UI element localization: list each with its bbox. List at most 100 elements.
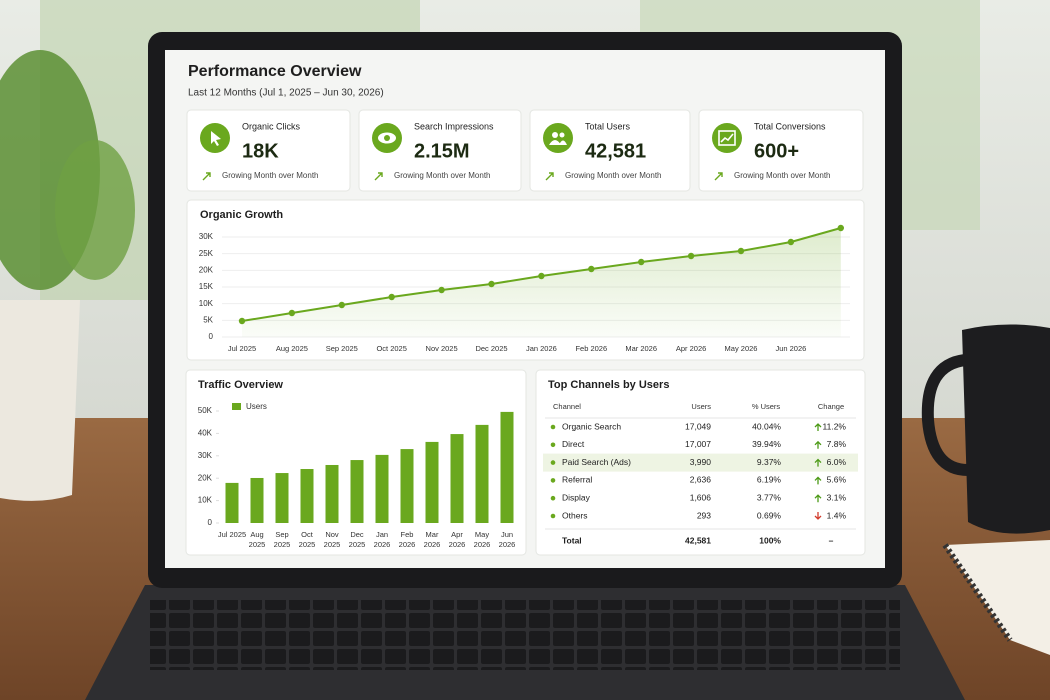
cell: Direct [562, 439, 585, 449]
bar [450, 434, 464, 523]
icon [720, 133, 734, 143]
change-arrow [814, 512, 822, 520]
cell: 6.19% [757, 475, 782, 485]
kpi-trend: Growing Month over Month [394, 171, 491, 180]
cell: Others [562, 510, 588, 520]
cell: 0.69% [757, 510, 782, 520]
kpi-trend: Growing Month over Month [734, 171, 831, 180]
total-cell: 42,581 [685, 535, 711, 545]
bar [250, 477, 264, 523]
bar [225, 482, 239, 523]
point [438, 286, 445, 294]
y-tick-label: 50K [198, 406, 213, 415]
column-header: Channel [553, 402, 581, 411]
x-tick-label: Jun 2026 [498, 530, 516, 549]
trend-arrow [202, 172, 211, 181]
point [837, 224, 844, 232]
point [338, 301, 345, 309]
x-tick-label: Oct 2025 [298, 530, 316, 549]
x-tick-label: Feb 2026 [398, 530, 416, 549]
cell: 39.94% [752, 439, 781, 449]
point [737, 247, 745, 255]
kpi-value: 42,581 [585, 140, 646, 162]
icon [552, 132, 558, 138]
total-cell: – [829, 535, 834, 545]
kpi-label: Search Impressions [414, 121, 494, 131]
bar [375, 454, 389, 523]
x-tick-label: Sep 2025 [326, 344, 358, 353]
y-tick-label: 20K [198, 473, 213, 482]
cell: 17,007 [685, 439, 711, 449]
kpi-icon-bg [543, 123, 573, 153]
bar [325, 464, 339, 523]
x-tick-label: Jul 2025 [217, 530, 247, 539]
y-tick-label: 20K [199, 265, 214, 274]
change-arrow [814, 476, 822, 485]
cell: 1,606 [690, 492, 712, 502]
kpi-trend: Growing Month over Month [565, 171, 662, 180]
y-tick-label: 0 [209, 332, 214, 341]
plant [0, 50, 135, 501]
icon [549, 140, 567, 145]
area [242, 228, 841, 337]
trend-arrow [545, 172, 554, 181]
kpi-label: Total Conversions [754, 121, 826, 131]
point [588, 265, 595, 273]
cell: 3.77% [757, 492, 782, 502]
y-tick-label: 15K [199, 282, 214, 291]
row-dot [550, 513, 556, 519]
kpi-value: 2.15M [414, 140, 470, 162]
cell: Paid Search (Ads) [562, 457, 631, 467]
x-tick-label: Dec 2025 [475, 344, 507, 353]
x-tick-label: Oct 2025 [376, 344, 406, 353]
change-arrow [814, 458, 822, 467]
cell: 2,636 [690, 475, 712, 485]
x-tick-label: Mar 2026 [625, 344, 657, 353]
chart-title: Organic Growth [200, 209, 283, 221]
row-dot [550, 424, 556, 430]
page-subtitle: Last 12 Months (Jul 1, 2025 – Jun 30, 20… [188, 88, 384, 99]
point [288, 309, 296, 317]
point [787, 238, 795, 246]
x-tick-label: May 2026 [473, 530, 491, 549]
cell: 6.0% [827, 457, 847, 467]
kpi-label: Total Users [585, 121, 631, 131]
legend-swatch [232, 403, 241, 410]
point [638, 258, 645, 266]
cell: 9.37% [757, 457, 782, 467]
cell: 5.6% [827, 475, 847, 485]
x-tick-label: Sep 2025 [273, 530, 291, 549]
bar [425, 441, 439, 523]
point [538, 272, 545, 280]
change-arrow [814, 494, 822, 503]
point [687, 252, 695, 260]
cell: Display [562, 492, 591, 502]
y-tick-label: 0 [208, 518, 213, 527]
kpi-value: 600+ [754, 140, 799, 162]
kpi-value: 18K [242, 140, 279, 162]
y-tick-label: 25K [199, 249, 214, 258]
y-tick-label: 30K [198, 451, 213, 460]
change-arrow [814, 440, 822, 449]
x-tick-label: Jan 2026 [526, 344, 557, 353]
y-tick-label: 30K [199, 232, 214, 241]
point [388, 293, 395, 301]
x-tick-label: Aug 2025 [248, 530, 266, 549]
total-cell: 100% [759, 535, 781, 545]
icon [384, 135, 390, 141]
x-tick-label: Feb 2026 [575, 344, 607, 353]
cell: 17,049 [685, 421, 711, 431]
x-tick-label: Aug 2025 [276, 344, 308, 353]
kpi-icon-bg [712, 123, 742, 153]
y-tick-label: 5K [203, 315, 213, 324]
trend-arrow [714, 172, 723, 181]
point [238, 317, 246, 325]
column-header: % Users [752, 402, 781, 411]
notebook [942, 540, 1050, 655]
bar [400, 449, 414, 523]
x-tick-label: May 2026 [725, 344, 758, 353]
card [698, 109, 864, 192]
total-cell: Total [562, 535, 582, 545]
icon [718, 130, 736, 146]
